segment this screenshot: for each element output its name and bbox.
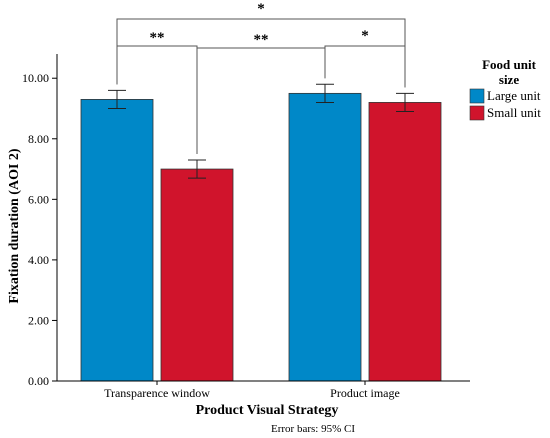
y-tick-label: 0.00 [28,374,49,388]
bar [80,99,154,382]
bar [160,168,234,382]
y-tick-label: 4.00 [28,253,49,267]
axes: 0.00 2.00 4.00 6.00 8.00 10.00 Transparence wi… [22,54,470,400]
legend-swatch [469,88,485,104]
legend-title: size [499,72,519,87]
significance-label: ** [254,32,269,48]
y-tick-label: 8.00 [28,132,49,146]
bar [288,92,362,382]
error-bars [108,83,414,179]
significance-bracket: * [324,28,406,88]
significance-label: * [361,28,369,44]
significance-label: * [257,1,265,17]
legend-label: Small unit [487,105,541,120]
significance-label: ** [150,30,165,46]
bracket-line [324,45,406,88]
bars [80,92,442,382]
x-tick-label: Transparence window [104,386,210,400]
legend-swatch [469,105,485,121]
legend-label: Large unit [487,88,541,103]
y-tick-label: 2.00 [28,313,49,327]
bar [368,102,442,382]
x-axis-label: Product Visual Strategy [196,403,339,418]
significance-brackets: *** ** * [116,1,406,154]
y-tick-label: 10.00 [22,71,49,85]
footnote: Error bars: 95% CI [271,423,355,435]
y-tick-label: 6.00 [28,192,49,206]
legend-title: Food unit [482,57,536,72]
x-tick-label: Product image [330,386,400,400]
y-axis-label: Fixation duration (AOI 2) [7,148,22,304]
